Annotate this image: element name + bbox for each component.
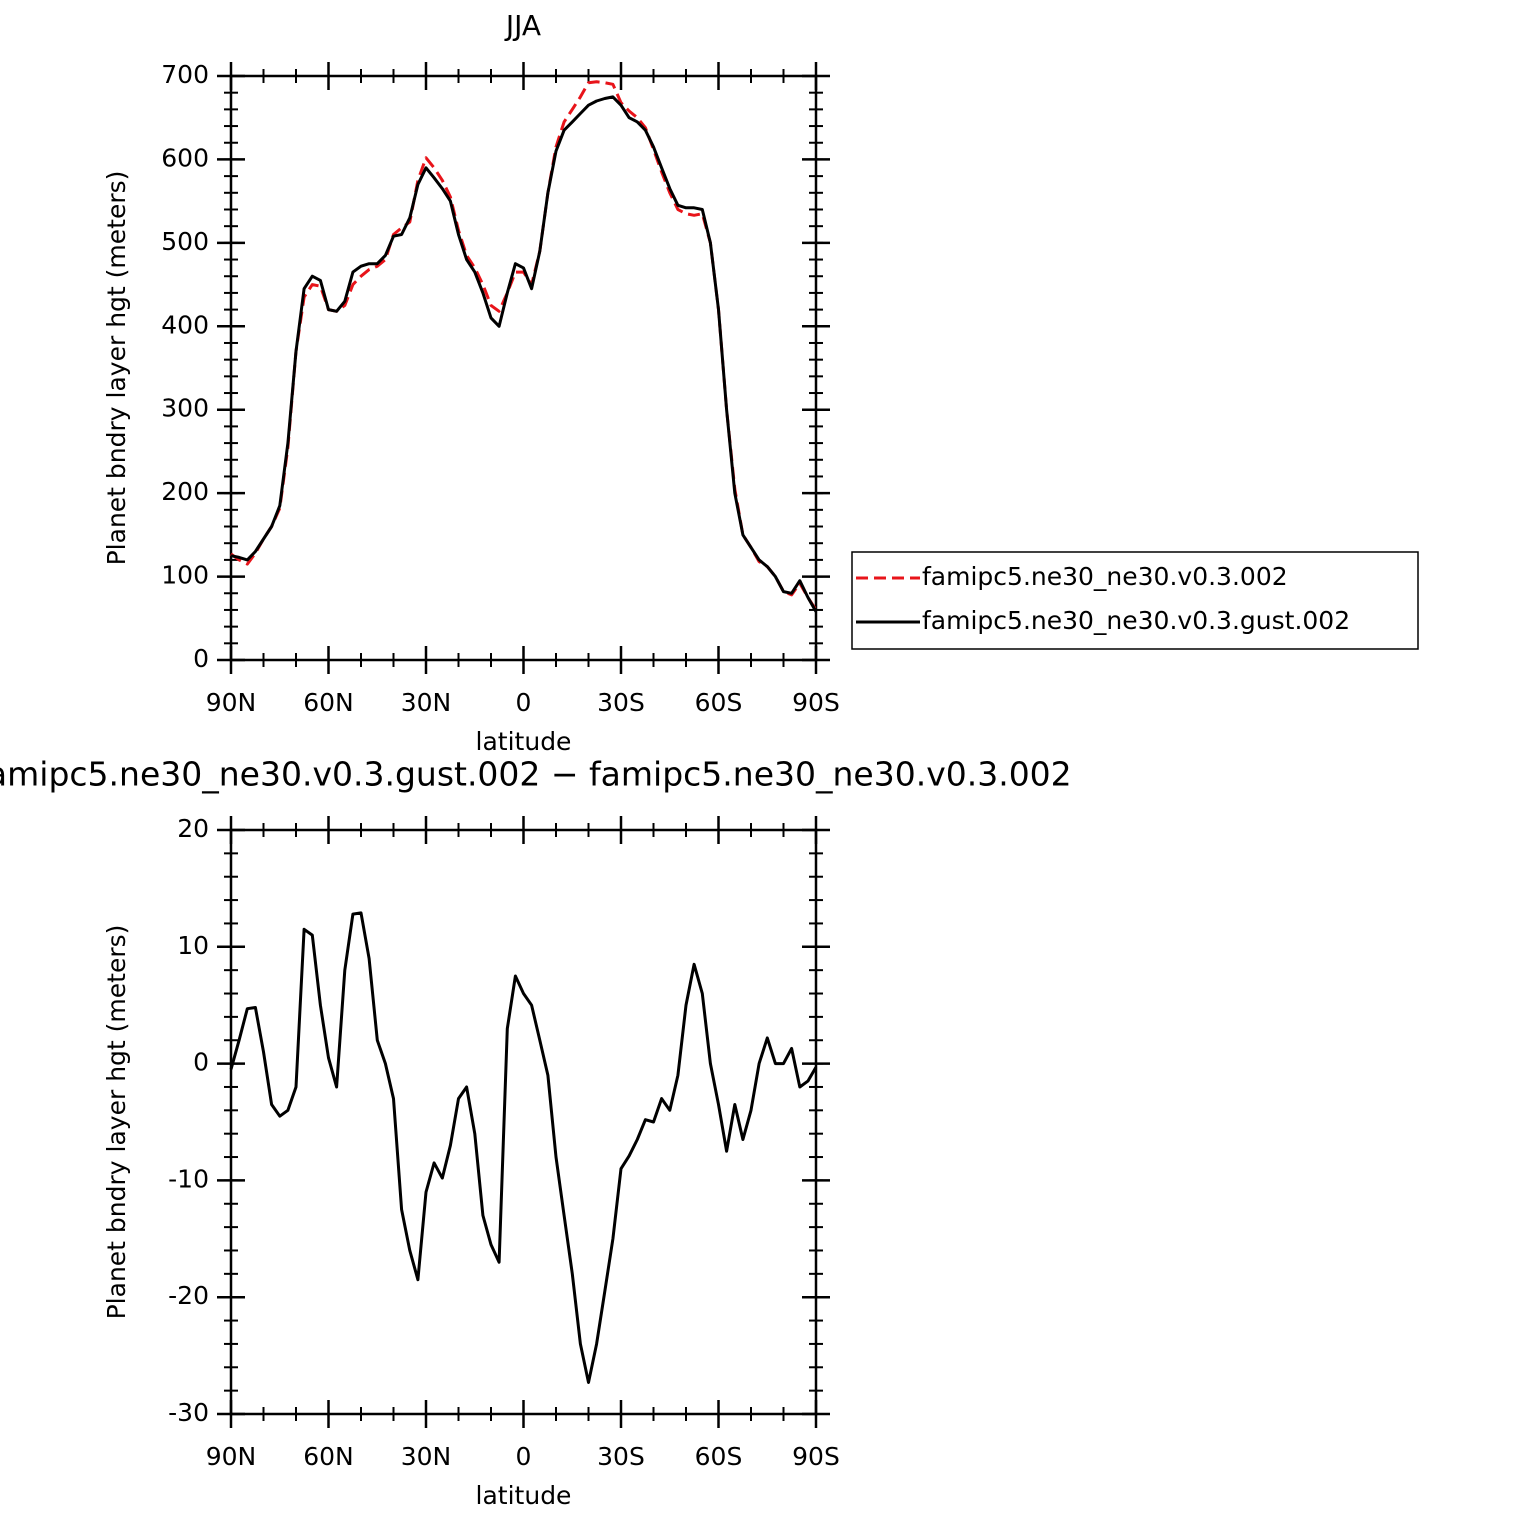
y-tick-label: 200 <box>161 477 209 506</box>
x-tick-label: 60N <box>303 688 354 717</box>
x-tick-label: 60S <box>695 688 743 717</box>
plot-frame <box>229 828 818 1416</box>
x-tick-label: 90N <box>206 688 257 717</box>
x-axis-label: latitude <box>476 1481 572 1510</box>
y-tick-label: 400 <box>161 310 209 339</box>
y-axis-label: Planet bndry layer hgt (meters) <box>102 171 131 566</box>
y-tick-label: 0 <box>193 1048 209 1077</box>
series-line <box>230 95 818 613</box>
y-axis-label: Planet bndry layer hgt (meters) <box>102 925 131 1320</box>
x-tick-label: 60N <box>303 1442 354 1471</box>
y-tick-label: 700 <box>161 60 209 89</box>
chart-title: JJA <box>504 9 541 42</box>
y-tick-label: -30 <box>168 1398 209 1427</box>
x-tick-label: 30S <box>597 688 645 717</box>
y-tick-label: -10 <box>168 1164 209 1193</box>
y-tick-label: 500 <box>161 227 209 256</box>
y-tick-label: 10 <box>177 931 209 960</box>
y-tick-label: 300 <box>161 394 209 423</box>
legend-label: famipc5.ne30_ne30.v0.3.002 <box>922 562 1288 591</box>
x-tick-label: 90S <box>792 1442 840 1471</box>
x-tick-label: 0 <box>516 1442 532 1471</box>
y-tick-label: -20 <box>168 1281 209 1310</box>
x-tick-label: 0 <box>516 688 532 717</box>
series-line <box>229 911 818 1384</box>
x-tick-label: 60S <box>695 1442 743 1471</box>
chart-title: famipc5.ne30_ne30.v0.3.gust.002 − famipc… <box>0 755 1072 794</box>
y-tick-label: 0 <box>193 644 209 673</box>
legend-box <box>851 551 1419 650</box>
x-tick-label: 30S <box>597 1442 645 1471</box>
y-tick-label: 20 <box>177 814 209 843</box>
y-tick-label: 600 <box>161 143 209 172</box>
x-tick-label: 30N <box>401 1442 452 1471</box>
x-tick-label: 90N <box>206 1442 257 1471</box>
x-tick-label: 30N <box>401 688 452 717</box>
x-tick-label: 90S <box>792 688 840 717</box>
y-tick-label: 100 <box>161 561 209 590</box>
series-line <box>230 80 818 611</box>
legend-label: famipc5.ne30_ne30.v0.3.gust.002 <box>922 606 1350 635</box>
plot-frame <box>229 74 818 662</box>
x-axis-label: latitude <box>476 727 572 756</box>
